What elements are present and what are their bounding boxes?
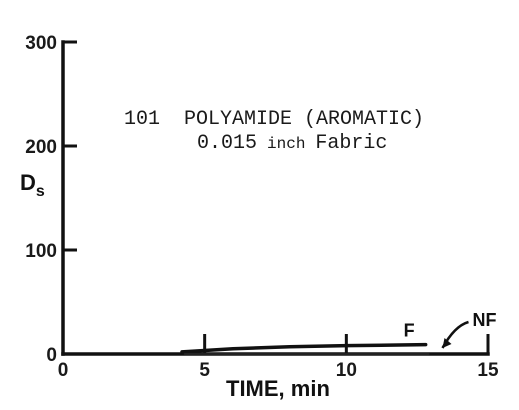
series-layer: F NF <box>180 310 497 356</box>
annotation-unit: inch <box>267 135 305 153</box>
ticks: 0 100 200 300 0 5 10 15 <box>25 33 499 381</box>
y-tick-label-0: 0 <box>46 345 57 366</box>
x-axis-label: TIME, min <box>226 376 330 401</box>
annotation-material: Fabric <box>315 132 387 155</box>
x-tick-label-0: 0 <box>58 360 69 381</box>
y-tick-label-300: 300 <box>25 33 57 54</box>
annotation-line-2: 0.015 inch Fabric <box>197 132 387 155</box>
series-label-F: F <box>404 321 415 341</box>
y-axis-label: Ds <box>20 170 45 200</box>
series-label-NF: NF <box>473 310 497 330</box>
series-line-F <box>180 342 428 354</box>
y-axis-label-main: D <box>20 170 36 195</box>
annotation-thickness: 0.015 <box>197 132 257 155</box>
x-tick-label-10: 10 <box>336 360 357 381</box>
nf-pointer-arrowhead <box>442 338 452 348</box>
y-axis-label-sub: s <box>36 183 45 200</box>
y-tick-label-100: 100 <box>25 241 57 262</box>
annotation-line-1: 101 POLYAMIDE (AROMATIC) <box>124 108 424 131</box>
x-tick-label-5: 5 <box>199 360 210 381</box>
axes <box>61 40 490 356</box>
y-tick-label-200: 200 <box>25 137 57 158</box>
x-tick-label-15: 15 <box>477 360 499 381</box>
